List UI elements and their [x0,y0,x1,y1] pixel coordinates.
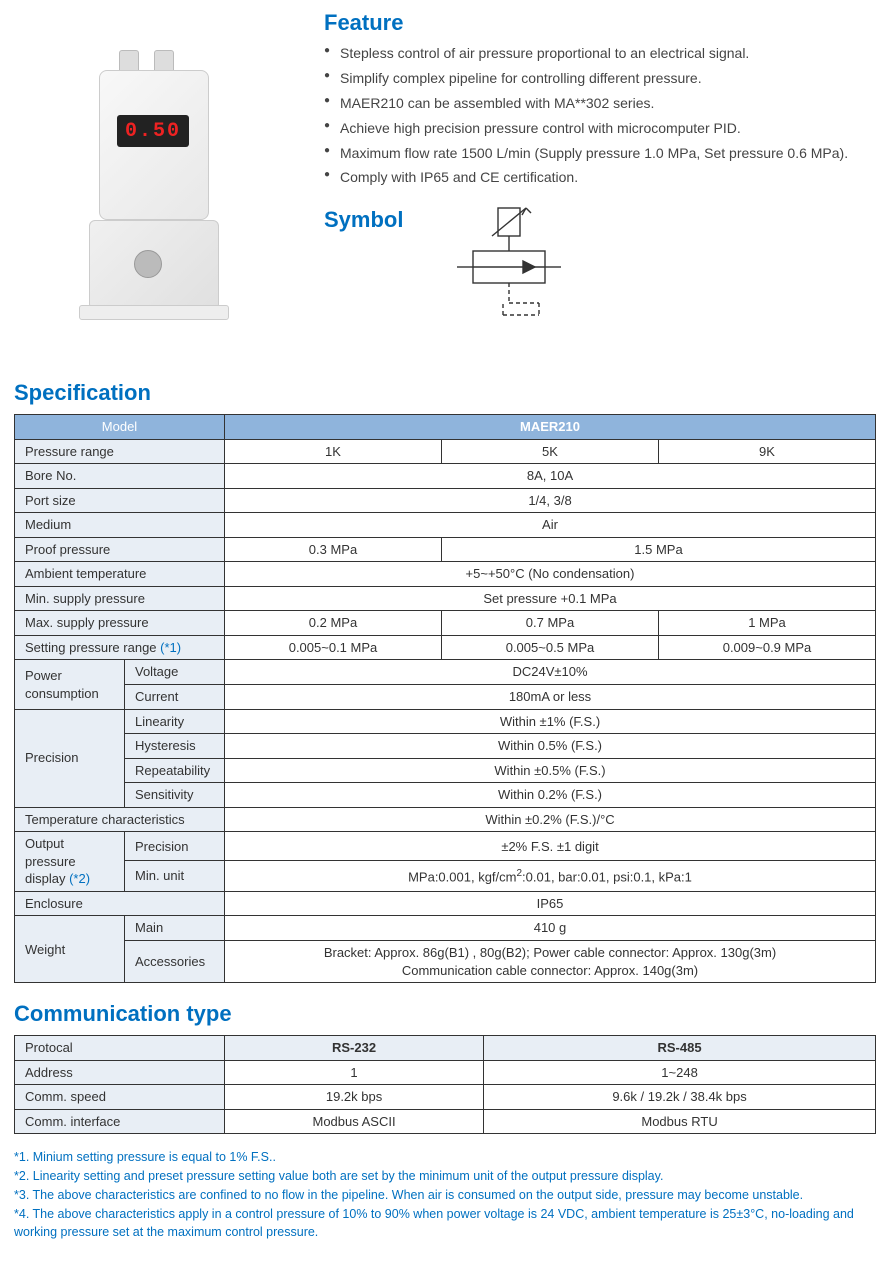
cell: ±2% F.S. ±1 digit [225,832,876,861]
col-rs232: RS-232 [225,1036,484,1061]
cell: Modbus RTU [484,1109,876,1134]
feature-item: Achieve high precision pressure control … [324,119,876,138]
cell: Within 0.2% (F.S.) [225,783,876,808]
cell: Within ±1% (F.S.) [225,709,876,734]
feature-item: Stepless control of air pressure proport… [324,44,876,63]
cell: 5K [442,439,659,464]
row-sensitivity: Sensitivity [125,783,225,808]
feature-item: MAER210 can be assembled with MA**302 se… [324,94,876,113]
cell: 0.2 MPa [225,611,442,636]
cell: Within ±0.5% (F.S.) [225,758,876,783]
cell: 0.3 MPa [225,537,442,562]
communication-heading: Communication type [14,1001,876,1027]
row-precision: Precision [15,709,125,807]
row-bore-no: Bore No. [15,464,225,489]
col-rs485: RS-485 [484,1036,876,1061]
cell: Set pressure +0.1 MPa [225,586,876,611]
cell: 9K [659,439,876,464]
symbol-diagram [443,203,583,323]
cell: 1 MPa [659,611,876,636]
footnote: *1. Minium setting pressure is equal to … [14,1148,876,1167]
product-image: 0.50 [14,10,294,350]
row-min-supply: Min. supply pressure [15,586,225,611]
row-linearity: Linearity [125,709,225,734]
row-proof-pressure: Proof pressure [15,537,225,562]
row-protocol: Protocal [15,1036,225,1061]
device-display-value: 0.50 [117,115,189,147]
cell: 1K [225,439,442,464]
cell: 1.5 MPa [442,537,876,562]
footnote: *2. Linearity setting and preset pressur… [14,1167,876,1186]
cell: 1/4, 3/8 [225,488,876,513]
communication-table: Protocal RS-232 RS-485 Address 1 1~248 C… [14,1035,876,1134]
row-voltage: Voltage [125,660,225,685]
footnote: *3. The above characteristics are confin… [14,1186,876,1205]
cell: 410 g [225,916,876,941]
feature-item: Simplify complex pipeline for controllin… [324,69,876,88]
row-weight-main: Main [125,916,225,941]
row-pressure-range: Pressure range [15,439,225,464]
row-out-precision: Precision [125,832,225,861]
row-address: Address [15,1060,225,1085]
cell: Air [225,513,876,538]
cell: Modbus ASCII [225,1109,484,1134]
row-ambient-temp: Ambient temperature [15,562,225,587]
row-enclosure: Enclosure [15,891,225,916]
row-out-minunit: Min. unit [125,861,225,892]
cell: 0.009~0.9 MPa [659,635,876,660]
row-out-display: Output pressure display (*2) [15,832,125,892]
row-current: Current [125,685,225,710]
cell: Within 0.5% (F.S.) [225,734,876,759]
model-header: Model [15,415,225,440]
cell: 180mA or less [225,685,876,710]
cell: IP65 [225,891,876,916]
symbol-heading: Symbol [324,207,403,233]
cell: 9.6k / 19.2k / 38.4k bps [484,1085,876,1110]
row-comm-speed: Comm. speed [15,1085,225,1110]
row-weight: Weight [15,916,125,983]
row-repeatability: Repeatability [125,758,225,783]
specification-heading: Specification [14,380,876,406]
cell: DC24V±10% [225,660,876,685]
row-port-size: Port size [15,488,225,513]
cell: 0.7 MPa [442,611,659,636]
row-max-supply: Max. supply pressure [15,611,225,636]
cell: 19.2k bps [225,1085,484,1110]
row-power: Power consumption [15,660,125,709]
cell: MPa:0.001, kgf/cm2:0.01, bar:0.01, psi:0… [225,861,876,892]
row-setting-range: Setting pressure range (*1) [15,635,225,660]
row-comm-interface: Comm. interface [15,1109,225,1134]
footnote: *4. The above characteristics apply in a… [14,1205,876,1243]
cell: +5~+50°C (No condensation) [225,562,876,587]
model-value: MAER210 [225,415,876,440]
feature-item: Maximum flow rate 1500 L/min (Supply pre… [324,144,876,163]
cell: 1~248 [484,1060,876,1085]
cell: 8A, 10A [225,464,876,489]
feature-item: Comply with IP65 and CE certification. [324,168,876,187]
row-hysteresis: Hysteresis [125,734,225,759]
feature-heading: Feature [324,10,876,36]
cell: Bracket: Approx. 86g(B1) , 80g(B2); Powe… [225,941,876,983]
row-medium: Medium [15,513,225,538]
footnotes: *1. Minium setting pressure is equal to … [14,1148,876,1242]
row-temp-char: Temperature characteristics [15,807,225,832]
cell: 0.005~0.5 MPa [442,635,659,660]
row-weight-acc: Accessories [125,941,225,983]
cell: Within ±0.2% (F.S.)/°C [225,807,876,832]
cell: 1 [225,1060,484,1085]
cell: 0.005~0.1 MPa [225,635,442,660]
feature-list: Stepless control of air pressure proport… [324,44,876,187]
specification-table: Model MAER210 Pressure range 1K 5K 9K Bo… [14,414,876,983]
